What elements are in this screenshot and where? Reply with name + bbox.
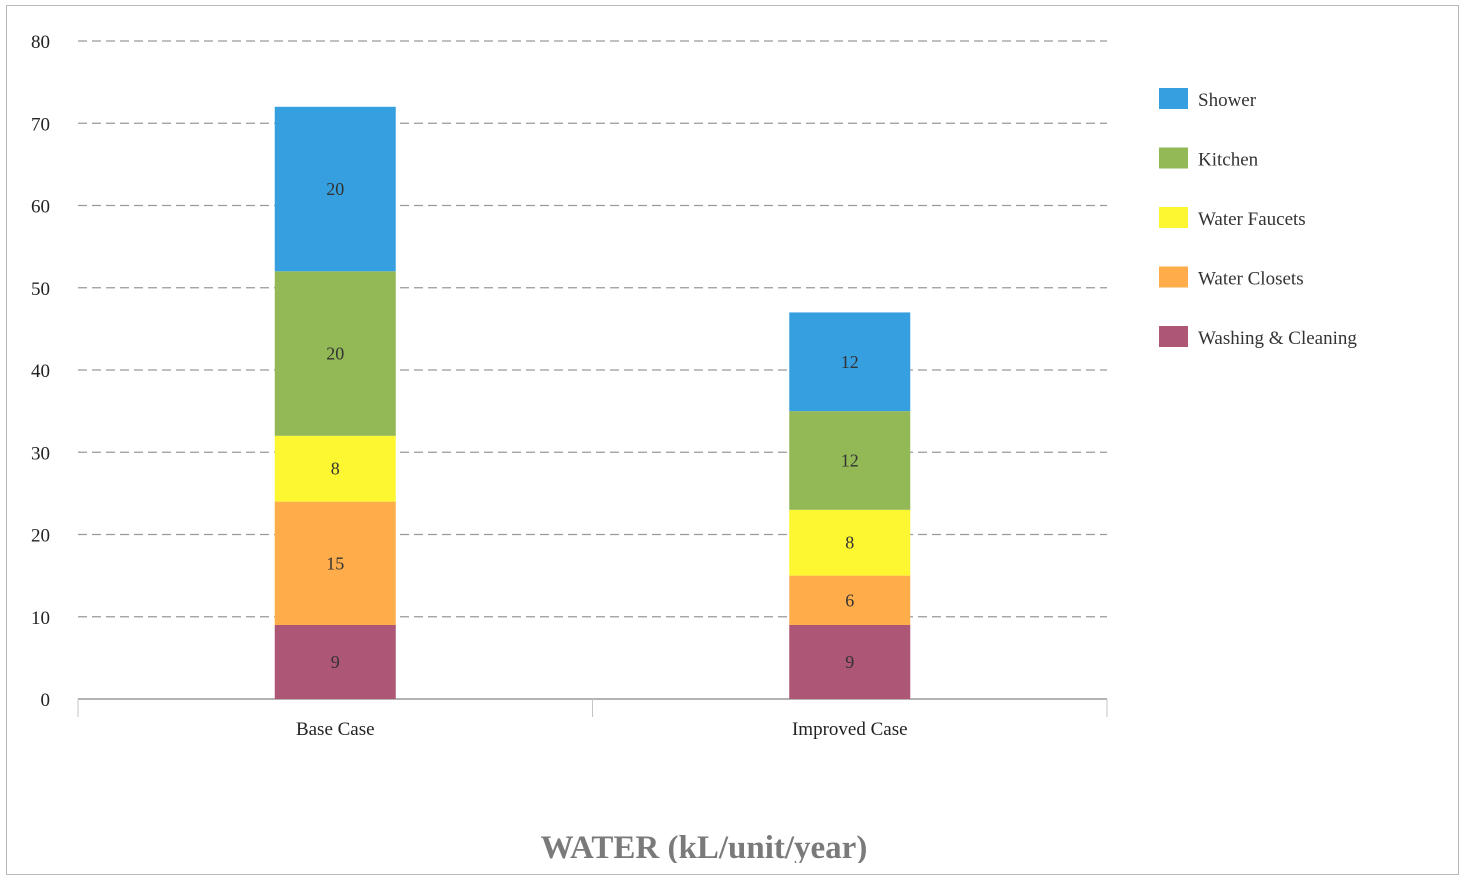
- bar-segment: [274, 624, 396, 699]
- x-tick-label: Improved Case: [792, 719, 908, 740]
- bar-segment: [274, 106, 396, 272]
- bar-segment: [789, 575, 911, 625]
- y-tick-label: 20: [31, 526, 50, 547]
- y-tick-label: 50: [31, 279, 50, 300]
- data-label: 8: [331, 459, 340, 479]
- bar-segment: [789, 312, 911, 412]
- y-tick-label: 30: [31, 443, 50, 464]
- legend-swatch: [1159, 147, 1188, 169]
- data-label: 9: [845, 652, 854, 672]
- data-label: 20: [326, 179, 344, 199]
- y-tick-label: 70: [31, 114, 50, 135]
- bar-segment: [274, 501, 396, 625]
- legend-label: Shower: [1198, 90, 1257, 111]
- y-tick-label: 10: [31, 608, 50, 629]
- bar-segment: [789, 509, 911, 576]
- legend-swatch: [1159, 326, 1188, 347]
- data-label: 6: [845, 590, 854, 610]
- legend: Shower Kitchen Water Faucets Water Closets W…: [1159, 88, 1357, 349]
- legend-label: Washing & Cleaning: [1198, 328, 1357, 349]
- data-label: 15: [326, 553, 344, 573]
- legend-swatch: [1159, 88, 1188, 109]
- legend-swatch: [1159, 207, 1188, 228]
- axes: 0 10 20 30 40 50 60 70 80 Base Case Improved Case: [31, 32, 1108, 740]
- y-tick-label: 80: [31, 32, 50, 53]
- data-label: 20: [326, 344, 344, 364]
- y-tick-label: 40: [31, 361, 50, 382]
- legend-label: Water Closets: [1198, 269, 1304, 290]
- y-tick-label: 0: [41, 690, 51, 711]
- bar-segment: [274, 271, 396, 436]
- legend-swatch: [1159, 266, 1188, 288]
- data-label: 9: [331, 652, 340, 672]
- bar-segment: [789, 411, 911, 510]
- grid-lines: [78, 40, 1107, 618]
- legend-label: Kitchen: [1198, 150, 1259, 171]
- legend-label: Water Faucets: [1198, 209, 1306, 230]
- bar-segment: [274, 435, 396, 502]
- x-tick-label: Base Case: [296, 719, 375, 740]
- chart-title: WATER (kL/unit/year): [541, 830, 868, 863]
- bar-segment: [789, 624, 911, 699]
- data-label: 12: [841, 352, 859, 372]
- data-label: 12: [841, 450, 859, 470]
- y-tick-label: 60: [31, 197, 50, 218]
- bars: 9 15 8 20 20 9 6 8 12 12: [274, 106, 911, 699]
- data-label: 8: [845, 533, 854, 553]
